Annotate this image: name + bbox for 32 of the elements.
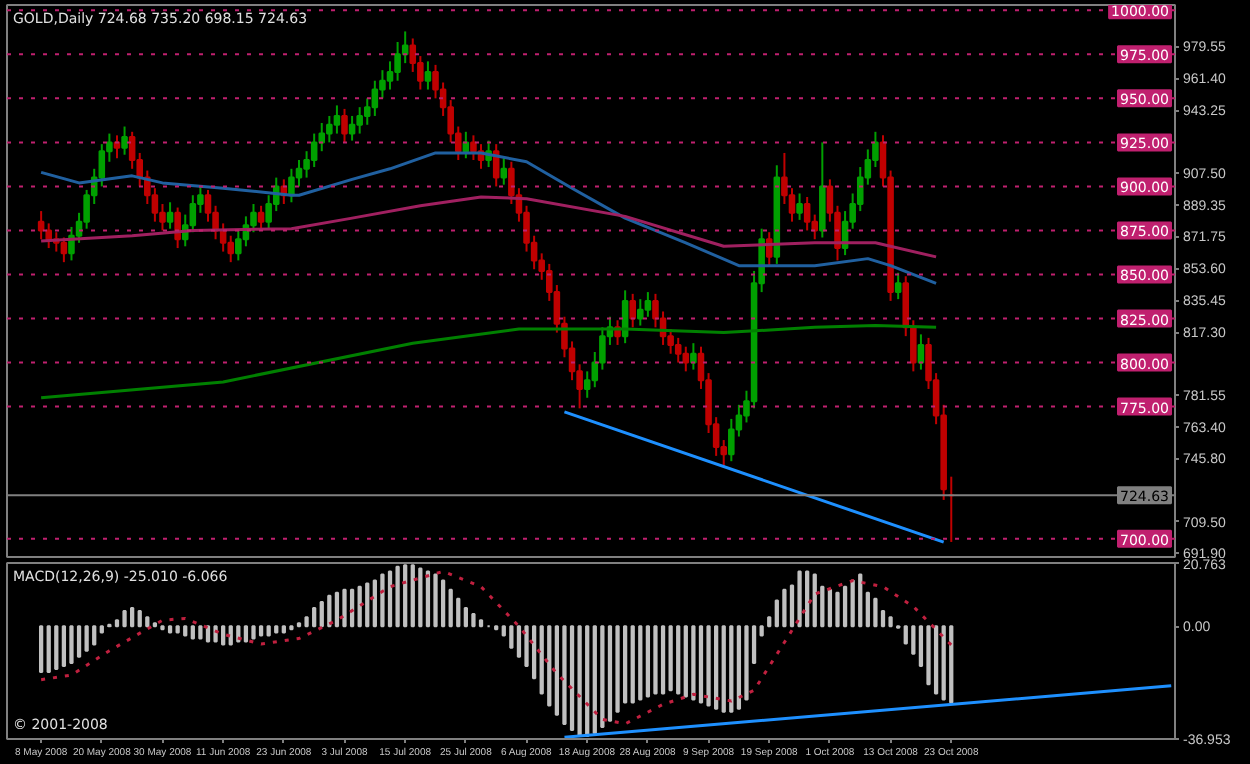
candlestick bbox=[356, 106, 363, 135]
line-series bbox=[39, 151, 938, 285]
candlestick bbox=[644, 291, 652, 318]
candlestick bbox=[60, 236, 68, 264]
candlestick bbox=[637, 298, 644, 327]
candlestick bbox=[765, 231, 773, 267]
candlestick bbox=[121, 125, 128, 156]
candlestick bbox=[386, 60, 394, 91]
candlestick bbox=[341, 107, 348, 144]
candlestick bbox=[470, 134, 477, 161]
candlestick bbox=[333, 104, 341, 135]
candlestick bbox=[674, 336, 682, 364]
candlestick bbox=[174, 206, 181, 250]
candlestick bbox=[583, 370, 591, 399]
candlestick bbox=[819, 141, 826, 239]
candlestick bbox=[629, 292, 636, 329]
candlestick bbox=[166, 201, 174, 230]
candlestick bbox=[682, 345, 690, 373]
candlestick bbox=[894, 271, 902, 301]
candlestick bbox=[424, 60, 432, 91]
candlestick bbox=[189, 194, 197, 234]
candlestick bbox=[348, 114, 356, 142]
candlestick bbox=[690, 342, 697, 371]
candlestick bbox=[128, 130, 136, 170]
candlestick bbox=[295, 159, 303, 188]
candlestick bbox=[796, 192, 803, 221]
line-series bbox=[39, 195, 938, 259]
candlestick bbox=[288, 167, 295, 204]
candlestick bbox=[257, 204, 265, 232]
candlestick bbox=[803, 195, 811, 232]
candlestick bbox=[204, 188, 212, 223]
candlestick bbox=[500, 157, 508, 186]
